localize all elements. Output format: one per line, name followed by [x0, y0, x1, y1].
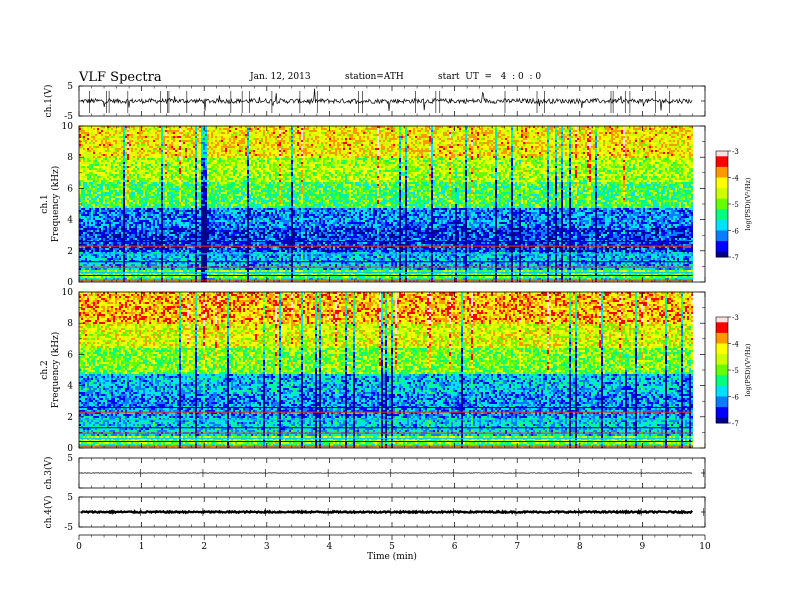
ch3-waveform-ylabel: ch.3(V): [43, 457, 54, 490]
y-tick-label: 5: [67, 82, 73, 92]
x-tick-label: 9: [640, 542, 646, 552]
colorbar-tick-label: -7: [732, 254, 739, 262]
ch2-spectrogram-colorbar: [716, 317, 731, 424]
ch1-spectrogram-colorbar: [716, 151, 731, 258]
x-tick-label: 2: [201, 542, 207, 552]
ch1-spectrogram-ylabel-channel: ch.1: [40, 194, 50, 213]
colorbar-tick-label: -3: [732, 314, 739, 322]
x-tick-label: 3: [264, 542, 270, 552]
colorbar-tick-label: -3: [732, 148, 739, 156]
vlf-spectra-plot: 5-5ch.1(V)0246810ch.1 Frequency (kHz)-3-4…: [0, 0, 792, 612]
x-axis-label: Time (min): [367, 551, 417, 562]
x-tick-label: 6: [452, 542, 458, 552]
y-tick-label: 8: [67, 153, 73, 163]
colorbar-tick-label: -6: [732, 228, 739, 236]
x-tick-label: 8: [577, 542, 583, 552]
y-tick-label: 5: [67, 493, 73, 503]
ch1-spectrogram-image: [79, 126, 693, 282]
colorbar-tick-label: -4: [732, 175, 739, 183]
y-tick-label: 2: [67, 413, 73, 423]
x-tick-label: 0: [76, 542, 82, 552]
y-tick-label: 4: [67, 382, 73, 392]
x-tick-label: 1: [139, 542, 145, 552]
colorbar-tick-label: -4: [732, 341, 739, 349]
y-tick-label: 10: [62, 288, 74, 298]
y-tick-label: 5: [67, 454, 73, 464]
ch1-waveform-ylabel: ch.1(V): [43, 85, 54, 118]
ch2-spectrogram-image: [79, 292, 693, 448]
y-tick-label: 8: [67, 319, 73, 329]
x-tick-label: 7: [514, 542, 520, 552]
ch1-spectrogram-ylabel-frequency: Frequency (kHz): [50, 166, 61, 243]
x-tick-label: 10: [699, 542, 711, 552]
y-tick-label: 0: [67, 278, 73, 288]
colorbar-label: log(PSD)(V²/Hz): [744, 177, 752, 230]
colorbar-tick-label: -5: [732, 201, 739, 209]
ch1-waveform-signal: [81, 89, 692, 111]
ch4-waveform-signal: [81, 511, 692, 512]
ch2-spectrogram-ylabel-frequency: Frequency (kHz): [50, 332, 61, 409]
x-tick-label: 4: [327, 542, 333, 552]
x-tick-label: 5: [389, 542, 395, 552]
colorbar-label: log(PSD)(V²/Hz): [744, 343, 752, 396]
y-tick-label: 4: [67, 216, 73, 226]
y-tick-label: 2: [67, 247, 73, 257]
y-tick-label: 10: [62, 122, 74, 132]
ch4-waveform-ylabel: ch.4(V): [43, 496, 54, 529]
y-tick-label: 6: [67, 184, 73, 194]
ch2-spectrogram-ylabel-channel: ch.2: [40, 360, 50, 379]
colorbar-tick-label: -6: [732, 394, 739, 402]
colorbar-tick-label: -5: [732, 367, 739, 375]
y-tick-label: -5: [64, 523, 73, 533]
y-tick-label: 0: [67, 444, 73, 454]
colorbar-tick-label: -7: [732, 420, 739, 428]
y-tick-label: 6: [67, 350, 73, 360]
y-tick-label: -5: [64, 112, 73, 122]
